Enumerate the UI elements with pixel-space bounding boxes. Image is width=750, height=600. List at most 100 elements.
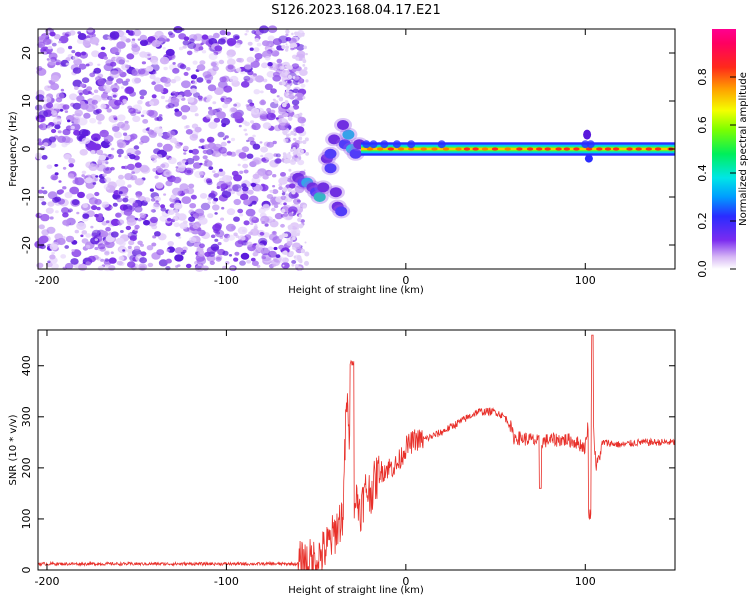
spectrogram-noise-mark [73,129,81,136]
spectrogram-noise-mark [187,97,195,103]
spectrogram-noise-mark [156,154,163,159]
spectrogram-noise-mark [239,170,244,174]
spectrogram-noise-mark [65,262,74,270]
spectrogram-noise-mark [247,41,253,46]
spectrogram-noise-mark [129,235,137,242]
spectrogram-noise-mark [225,31,231,36]
spectrogram-noise-mark [290,173,294,177]
spectrogram-peak-mark [481,147,489,151]
spectrogram-noise-mark [218,38,226,45]
spectrogram-noise-mark [146,245,154,251]
spectrogram-noise-mark [77,117,88,126]
spectrogram-noise-mark [283,158,289,164]
x-tick-label: -100 [214,575,239,588]
spectrogram-noise-mark [217,80,228,89]
spectrogram-noise-mark [172,67,180,74]
spectrogram-noise-mark [45,102,54,109]
colorbar-label: Normalized spectral amplitude [738,72,749,226]
spectrogram-noise-mark [251,260,259,267]
spectrogram-noise-mark [287,224,293,230]
spectrogram-noise-mark [116,260,123,266]
spectrogram-noise-mark [252,157,262,165]
spectrogram-noise-mark [175,265,179,268]
spectrogram-noise-mark [274,158,282,164]
spectrogram-noise-mark [294,44,298,47]
spectrogram-noise-mark [105,220,110,224]
spectrogram-noise-mark [293,149,299,155]
spectrogram-peak-mark [626,147,633,151]
spectrogram-noise-mark [163,66,168,71]
spectrogram-noise-mark [183,36,190,41]
snr-y-axis-label: SNR (10 * v/v) [8,414,19,485]
spectrogram-noise-mark [229,75,239,83]
spectrogram-noise-mark [55,97,63,103]
spectrogram-noise-mark [70,258,79,265]
spectrogram-noise-mark [251,200,257,205]
spectrogram-noise-mark [207,201,211,204]
spectrogram-noise-mark [285,80,288,83]
spectrogram-noise-mark [284,264,290,268]
spectrogram-noise-mark [126,163,135,171]
spectrogram-band-wiggle [584,154,593,163]
spectrogram-noise-mark [104,240,115,249]
spectrogram-noise-mark [91,229,102,238]
spectrogram-noise-mark [204,74,214,82]
spectrogram-noise-mark [162,46,166,50]
spectrogram-noise-mark [296,44,305,51]
spectrogram-noise-mark [51,42,57,47]
spectrogram-noise-mark [163,77,172,84]
spectrogram-noise-mark [91,205,98,211]
spectrogram-noise-mark [134,162,142,168]
spectrogram-noise-mark [155,182,164,189]
spectrogram-noise-mark [183,71,189,76]
spectrogram-noise-mark [281,177,286,181]
spectrogram-noise-mark [165,266,171,271]
spectrogram-noise-mark [62,186,67,190]
spectrogram-noise-mark [61,207,70,214]
spectrogram-noise-mark [117,114,126,122]
spectrogram-peak-mark [491,147,499,151]
spectrogram-noise-mark [91,99,98,105]
spectrogram-noise-mark [93,137,99,141]
spectrogram-noise-mark [60,88,65,92]
spectrogram-noise-mark [258,248,264,253]
spectrogram-noise-mark [101,201,110,208]
spectrogram-noise-mark [126,87,132,92]
spectrogram-noise-mark [253,225,258,230]
spectrogram-noise-mark [97,243,106,250]
spectrogram-noise-mark [287,74,292,80]
spectrogram-noise-mark [233,232,238,237]
spectrogram-noise-mark [295,126,305,134]
spectrogram-noise-mark [261,62,269,69]
spectrogram-noise-mark [226,58,236,66]
spectrogram-noise-mark [244,133,248,136]
spectrogram-noise-mark [165,180,173,187]
spectrogram-noise-mark [216,180,227,189]
spectrogram-noise-mark [68,163,75,168]
spectrogram-noise-mark [71,50,76,54]
spectrogram-noise-mark [280,223,285,228]
y-tick-label: -20 [20,236,33,254]
spectrogram-noise-mark [249,74,258,81]
spectrogram-noise-mark [196,257,207,265]
spectrogram-noise-mark [261,157,267,162]
spectrogram-noise-mark [247,189,254,195]
spectrogram-noise-mark [250,222,254,226]
spectrogram-noise-mark [96,206,101,211]
spectrogram-noise-mark [194,264,204,272]
spectrogram-noise-mark [285,193,289,196]
spectrogram-noise-mark [266,141,275,148]
spectrogram-noise-mark [266,112,277,121]
spectrogram-noise-mark [223,98,231,105]
spectrogram-noise-mark [259,114,269,122]
spectrogram-noise-mark [240,193,249,201]
spectrogram-noise-mark [54,124,61,130]
spectrogram-noise-mark [101,93,108,99]
spectrogram-noise-mark [227,54,233,60]
spectrogram-noise-mark [153,126,163,134]
spectrogram-noise-mark [143,197,151,203]
spectrogram-noise-mark [110,61,117,67]
spectrogram-noise-mark [170,194,177,199]
spectrogram-noise-mark [224,135,229,139]
spectrogram-noise-mark [150,198,156,202]
